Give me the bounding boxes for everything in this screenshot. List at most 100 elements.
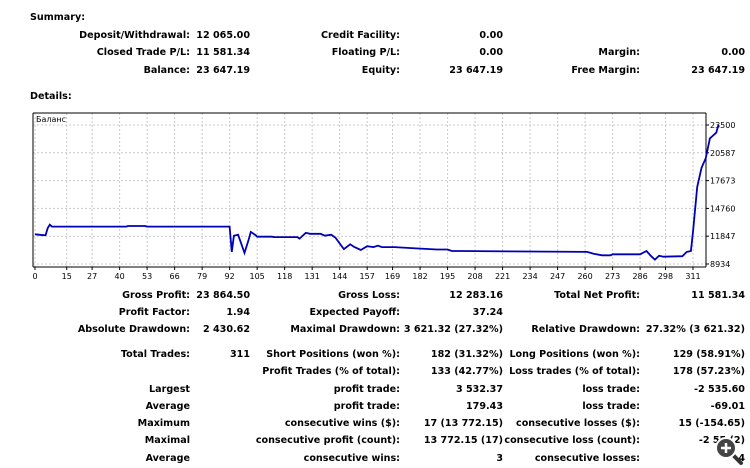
stat-value: 13 772.15 (17): [423, 435, 503, 446]
stat-value: 133 (42.77%): [430, 366, 503, 377]
stat-value: -2 535.60: [693, 384, 745, 395]
x-tick-label: 92: [225, 272, 235, 281]
stat-value: 178 (57.23%): [672, 366, 745, 377]
stat-value: 3: [496, 453, 503, 464]
stat-label: Loss trades (% of total):: [509, 366, 640, 377]
y-tick-label: 11847: [710, 232, 735, 241]
stats-row: Average consecutive wins: 3 consecutive los…: [0, 453, 750, 467]
x-tick-label: 0: [32, 272, 37, 281]
x-tick-label: 286: [632, 272, 647, 281]
stats-row: Closed Trade P/L: 11 581.34 Floating P/L: 0…: [0, 47, 750, 61]
chart-title: Баланс: [36, 115, 66, 124]
x-tick-label: 118: [277, 272, 292, 281]
stats-row: Largest profit trade: 3 532.37 loss trade: -…: [0, 384, 750, 398]
x-tick-label: 79: [197, 272, 207, 281]
stat-label: Gross Profit:: [122, 290, 190, 301]
stats-row: Deposit/Withdrawal: 12 065.00 Credit Facil…: [0, 30, 750, 44]
balance-chart: 0 15 27 40 53 66 79 92 105 118 131 144 157 169 182 195 2…: [32, 112, 735, 281]
stat-value: 0.00: [721, 47, 745, 58]
stat-label: Free Margin:: [571, 65, 640, 76]
stats-row: Absolute Drawdown: 2 430.62 Maximal Drawdo…: [0, 324, 750, 338]
stat-value: 311: [229, 349, 250, 360]
y-tick-label: 17673: [710, 177, 735, 186]
x-tick-label: 221: [495, 272, 510, 281]
stat-label: consecutive loss (count):: [504, 435, 640, 446]
stat-label: Margin:: [598, 47, 640, 58]
stat-label: loss trade:: [582, 384, 640, 395]
stats-row: Balance: 23 647.19 Equity: 23 647.19 Free Ma…: [0, 65, 750, 79]
y-tick-label: 8934: [710, 260, 730, 269]
stat-value: 15 (-154.65): [678, 418, 745, 429]
stat-value: 12 065.00: [196, 30, 250, 41]
zoom-magnifier-icon[interactable]: [714, 436, 744, 466]
stat-value: 182 (31.32%): [430, 349, 503, 360]
x-tick-label: 144: [332, 272, 347, 281]
y-tick-label: 14760: [710, 204, 735, 213]
stat-value: 23 647.19: [691, 65, 745, 76]
stat-label: Relative Drawdown:: [531, 324, 640, 335]
x-tick-label: 27: [87, 272, 97, 281]
stat-label: Profit Trades (% of total):: [262, 366, 400, 377]
x-tick-label: 40: [115, 272, 125, 281]
stat-label: consecutive profit (count):: [255, 435, 400, 446]
x-tick-label: 273: [605, 272, 620, 281]
x-tick-label: 15: [62, 272, 72, 281]
stat-value: 3 621.32 (27.32%): [403, 324, 503, 335]
stat-value: 1.94: [226, 307, 250, 318]
stat-label: Average: [145, 453, 190, 464]
stat-value: 23 647.19: [196, 65, 250, 76]
stat-label: Total Trades:: [120, 349, 190, 360]
stat-label: consecutive wins:: [303, 453, 400, 464]
stat-label: Equity:: [361, 65, 400, 76]
x-tick-label: 195: [440, 272, 455, 281]
stat-value: 37.24: [472, 307, 503, 318]
stat-label: Balance:: [143, 65, 190, 76]
balance-line: [34, 124, 720, 261]
stat-label: consecutive losses:: [534, 453, 640, 464]
x-tick-label: 53: [142, 272, 152, 281]
stat-label: Deposit/Withdrawal:: [79, 30, 190, 41]
x-tick-label: 260: [577, 272, 592, 281]
stat-value: 179.43: [465, 401, 503, 412]
stats-row: Gross Profit: 23 864.50 Gross Loss: 12 283.…: [0, 290, 750, 304]
stat-label: Absolute Drawdown:: [77, 324, 190, 335]
stat-label: Short Positions (won %):: [266, 349, 400, 360]
stat-label: Maximum: [137, 418, 190, 429]
stat-value: 2 430.62: [202, 324, 250, 335]
x-tick-label: 298: [658, 272, 673, 281]
stat-label: profit trade:: [333, 401, 400, 412]
x-tick-label: 247: [550, 272, 565, 281]
stats-row: Maximal consecutive profit (count): 13 772…: [0, 435, 750, 449]
stat-label: profit trade:: [333, 384, 400, 395]
stat-value: 17 (13 772.15): [423, 418, 503, 429]
stat-label: Total Net Profit:: [554, 290, 640, 301]
stat-value: 23 864.50: [196, 290, 250, 301]
x-tick-label: 234: [522, 272, 537, 281]
y-tick-label: 20587: [710, 149, 735, 158]
stat-label: Gross Loss:: [338, 290, 400, 301]
stat-value: 23 647.19: [449, 65, 503, 76]
y-tick-label: 23500: [710, 121, 735, 130]
stat-value: 11 581.34: [691, 290, 745, 301]
stat-value: 129 (58.91%): [672, 349, 745, 360]
stat-value: 0.00: [479, 47, 503, 58]
x-tick-label: 131: [305, 272, 320, 281]
stat-value: -69.01: [710, 401, 745, 412]
x-tick-label: 182: [412, 272, 427, 281]
x-tick-label: 157: [360, 272, 375, 281]
stat-label: Credit Facility:: [320, 30, 400, 41]
stat-label: Floating P/L:: [331, 47, 400, 58]
x-tick-label: 66: [170, 272, 180, 281]
stats-row: Maximum consecutive wins ($): 17 (13 772.1…: [0, 418, 750, 432]
stat-label: Maximal: [144, 435, 190, 446]
stat-label: loss trade:: [582, 401, 640, 412]
stat-value: 4: [738, 453, 745, 464]
stat-label: Profit Factor:: [118, 307, 190, 318]
x-tick-label: 169: [385, 272, 400, 281]
stats-row: Profit Factor: 1.94 Expected Payoff: 37.24: [0, 307, 750, 321]
summary-heading: Summary:: [30, 12, 86, 23]
x-tick-label: 208: [467, 272, 482, 281]
stat-label: Largest: [149, 384, 190, 395]
details-heading: Details:: [30, 91, 72, 102]
stat-label: consecutive wins ($):: [284, 418, 400, 429]
